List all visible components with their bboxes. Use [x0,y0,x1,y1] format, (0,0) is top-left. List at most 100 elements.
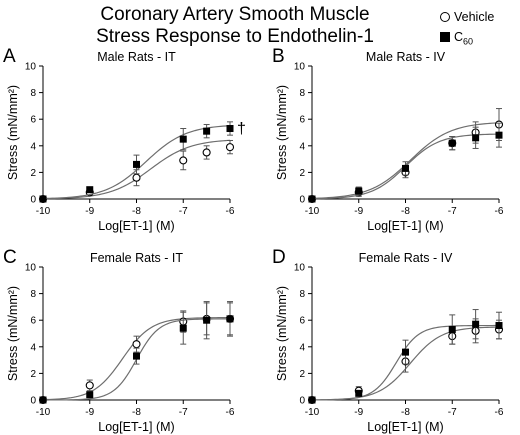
data-point-filled-square [133,352,140,360]
data-point-open-circle [85,381,94,390]
y-tick-label: 0 [30,195,36,206]
x-tick-label: -9 [85,407,94,418]
chart-panel-a: A Male Rats - IT 0 2 4 6 8 10 -10 -9 -8 -7 -6 Log[ET-… [3,46,246,233]
data-point-filled-square [495,322,503,330]
x-tick-label: -7 [448,407,457,418]
legend-label-vehicle: Vehicle [454,10,495,24]
y-tick-label: 0 [299,396,305,407]
data-point-filled-square [86,391,94,399]
y-tick-label: 10 [25,263,37,274]
y-tick-label: 4 [299,141,305,152]
y-tick-label: 8 [299,289,305,300]
series-c60 [39,301,234,404]
panel-letter: B [272,46,285,67]
y-tick-label: 2 [30,168,36,179]
y-axis-label: Stress (mN/mm²) [275,286,289,381]
figure-title-line1: Coronary Artery Smooth Muscle [100,4,370,25]
y-tick-label: 2 [30,369,36,380]
y-tick-label: 4 [30,141,36,152]
y-tick-label: 0 [30,396,36,407]
y-axis-label: Stress (mN/mm²) [6,286,20,381]
y-tick-label: 6 [299,115,305,126]
data-point-filled-square [226,315,234,323]
data-point-open-circle [132,173,141,182]
x-tick-label: -8 [132,407,141,418]
x-tick-label: -7 [448,206,457,217]
y-axis-label: Stress (mN/mm²) [6,85,20,180]
panel-letter: D [272,247,286,268]
series-c60 [308,309,503,404]
y-axis-label: Stress (mN/mm²) [275,85,289,180]
data-point-filled-square [355,187,363,195]
x-tick-label: -9 [85,206,94,217]
data-point-filled-square [133,160,140,168]
y-tick-label: 2 [299,168,305,179]
y-tick-label: 8 [30,88,36,99]
data-point-filled-square [355,389,363,397]
x-tick-label: -9 [354,206,363,217]
y-tick-label: 0 [299,195,305,206]
data-point-filled-square [39,396,47,404]
data-point-filled-square [472,134,480,142]
x-axis-label: Log[ET-1] (M) [367,219,443,233]
data-point-filled-square [472,320,480,328]
y-tick-label: 2 [299,369,305,380]
x-tick-label: -6 [495,407,504,418]
data-point-filled-square [179,135,187,143]
x-tick-label: -9 [354,407,363,418]
panel-letter: C [3,247,17,268]
y-tick-label: 4 [30,342,36,353]
panel-title: Female Rats - IT [90,251,183,265]
series-c60 [39,121,234,203]
x-tick-label: -6 [226,407,235,418]
data-point-filled-square [203,127,211,135]
data-point-open-circle [202,148,211,157]
y-tick-label: 6 [299,316,305,327]
y-tick-label: 10 [294,263,306,274]
y-tick-label: 6 [30,115,36,126]
legend-entry-vehicle: Vehicle [440,10,494,24]
significance-dagger: † [237,121,246,138]
x-tick-label: -10 [36,206,51,217]
x-tick-label: -7 [179,407,188,418]
x-axis-label: Log[ET-1] (M) [98,420,174,434]
panel-title: Female Rats - IV [359,251,453,265]
x-tick-label: -8 [401,206,410,217]
data-point-filled-square [203,316,211,324]
legend-label-c60-subscript: 60 [463,36,474,47]
data-point-filled-square [39,195,47,203]
x-tick-label: -8 [132,206,141,217]
panel-title: Male Rats - IV [366,50,446,64]
data-point-filled-square [402,164,409,172]
data-point-open-circle [179,156,188,165]
legend-label-c60: C [454,30,464,44]
y-tick-label: 8 [30,289,36,300]
panel-title: Male Rats - IT [97,50,176,64]
x-tick-label: -10 [305,407,320,418]
x-tick-label: -10 [36,407,51,418]
y-tick-label: 8 [299,88,305,99]
filled-square-icon [440,32,450,42]
y-tick-label: 10 [294,62,306,73]
data-point-open-circle [225,143,235,152]
y-tick-label: 4 [299,342,305,353]
series-c60 [308,122,503,203]
data-point-filled-square [448,326,456,334]
x-tick-label: -6 [495,206,504,217]
chart-panel-d: D Female Rats - IV 0 2 4 6 8 10 -10 -9 -8 -7 -6 Log[E… [272,247,504,434]
data-point-filled-square [86,186,94,194]
figure-title-line2: Stress Response to Endothelin-1 [96,26,374,47]
y-tick-label: 10 [25,62,37,73]
x-axis-label: Log[ET-1] (M) [98,219,174,233]
x-tick-label: -6 [226,206,235,217]
x-tick-label: -7 [179,206,188,217]
data-point-filled-square [402,348,409,356]
data-point-open-circle [132,340,141,349]
data-point-filled-square [495,131,503,139]
fit-curve [311,122,500,199]
data-point-filled-square [308,195,316,203]
x-tick-label: -8 [401,407,410,418]
chart-panel-c: C Female Rats - IT 0 2 4 6 8 10 -10 -9 -8 -7 -6 Log[E… [3,247,235,434]
x-axis-label: Log[ET-1] (M) [367,420,443,434]
